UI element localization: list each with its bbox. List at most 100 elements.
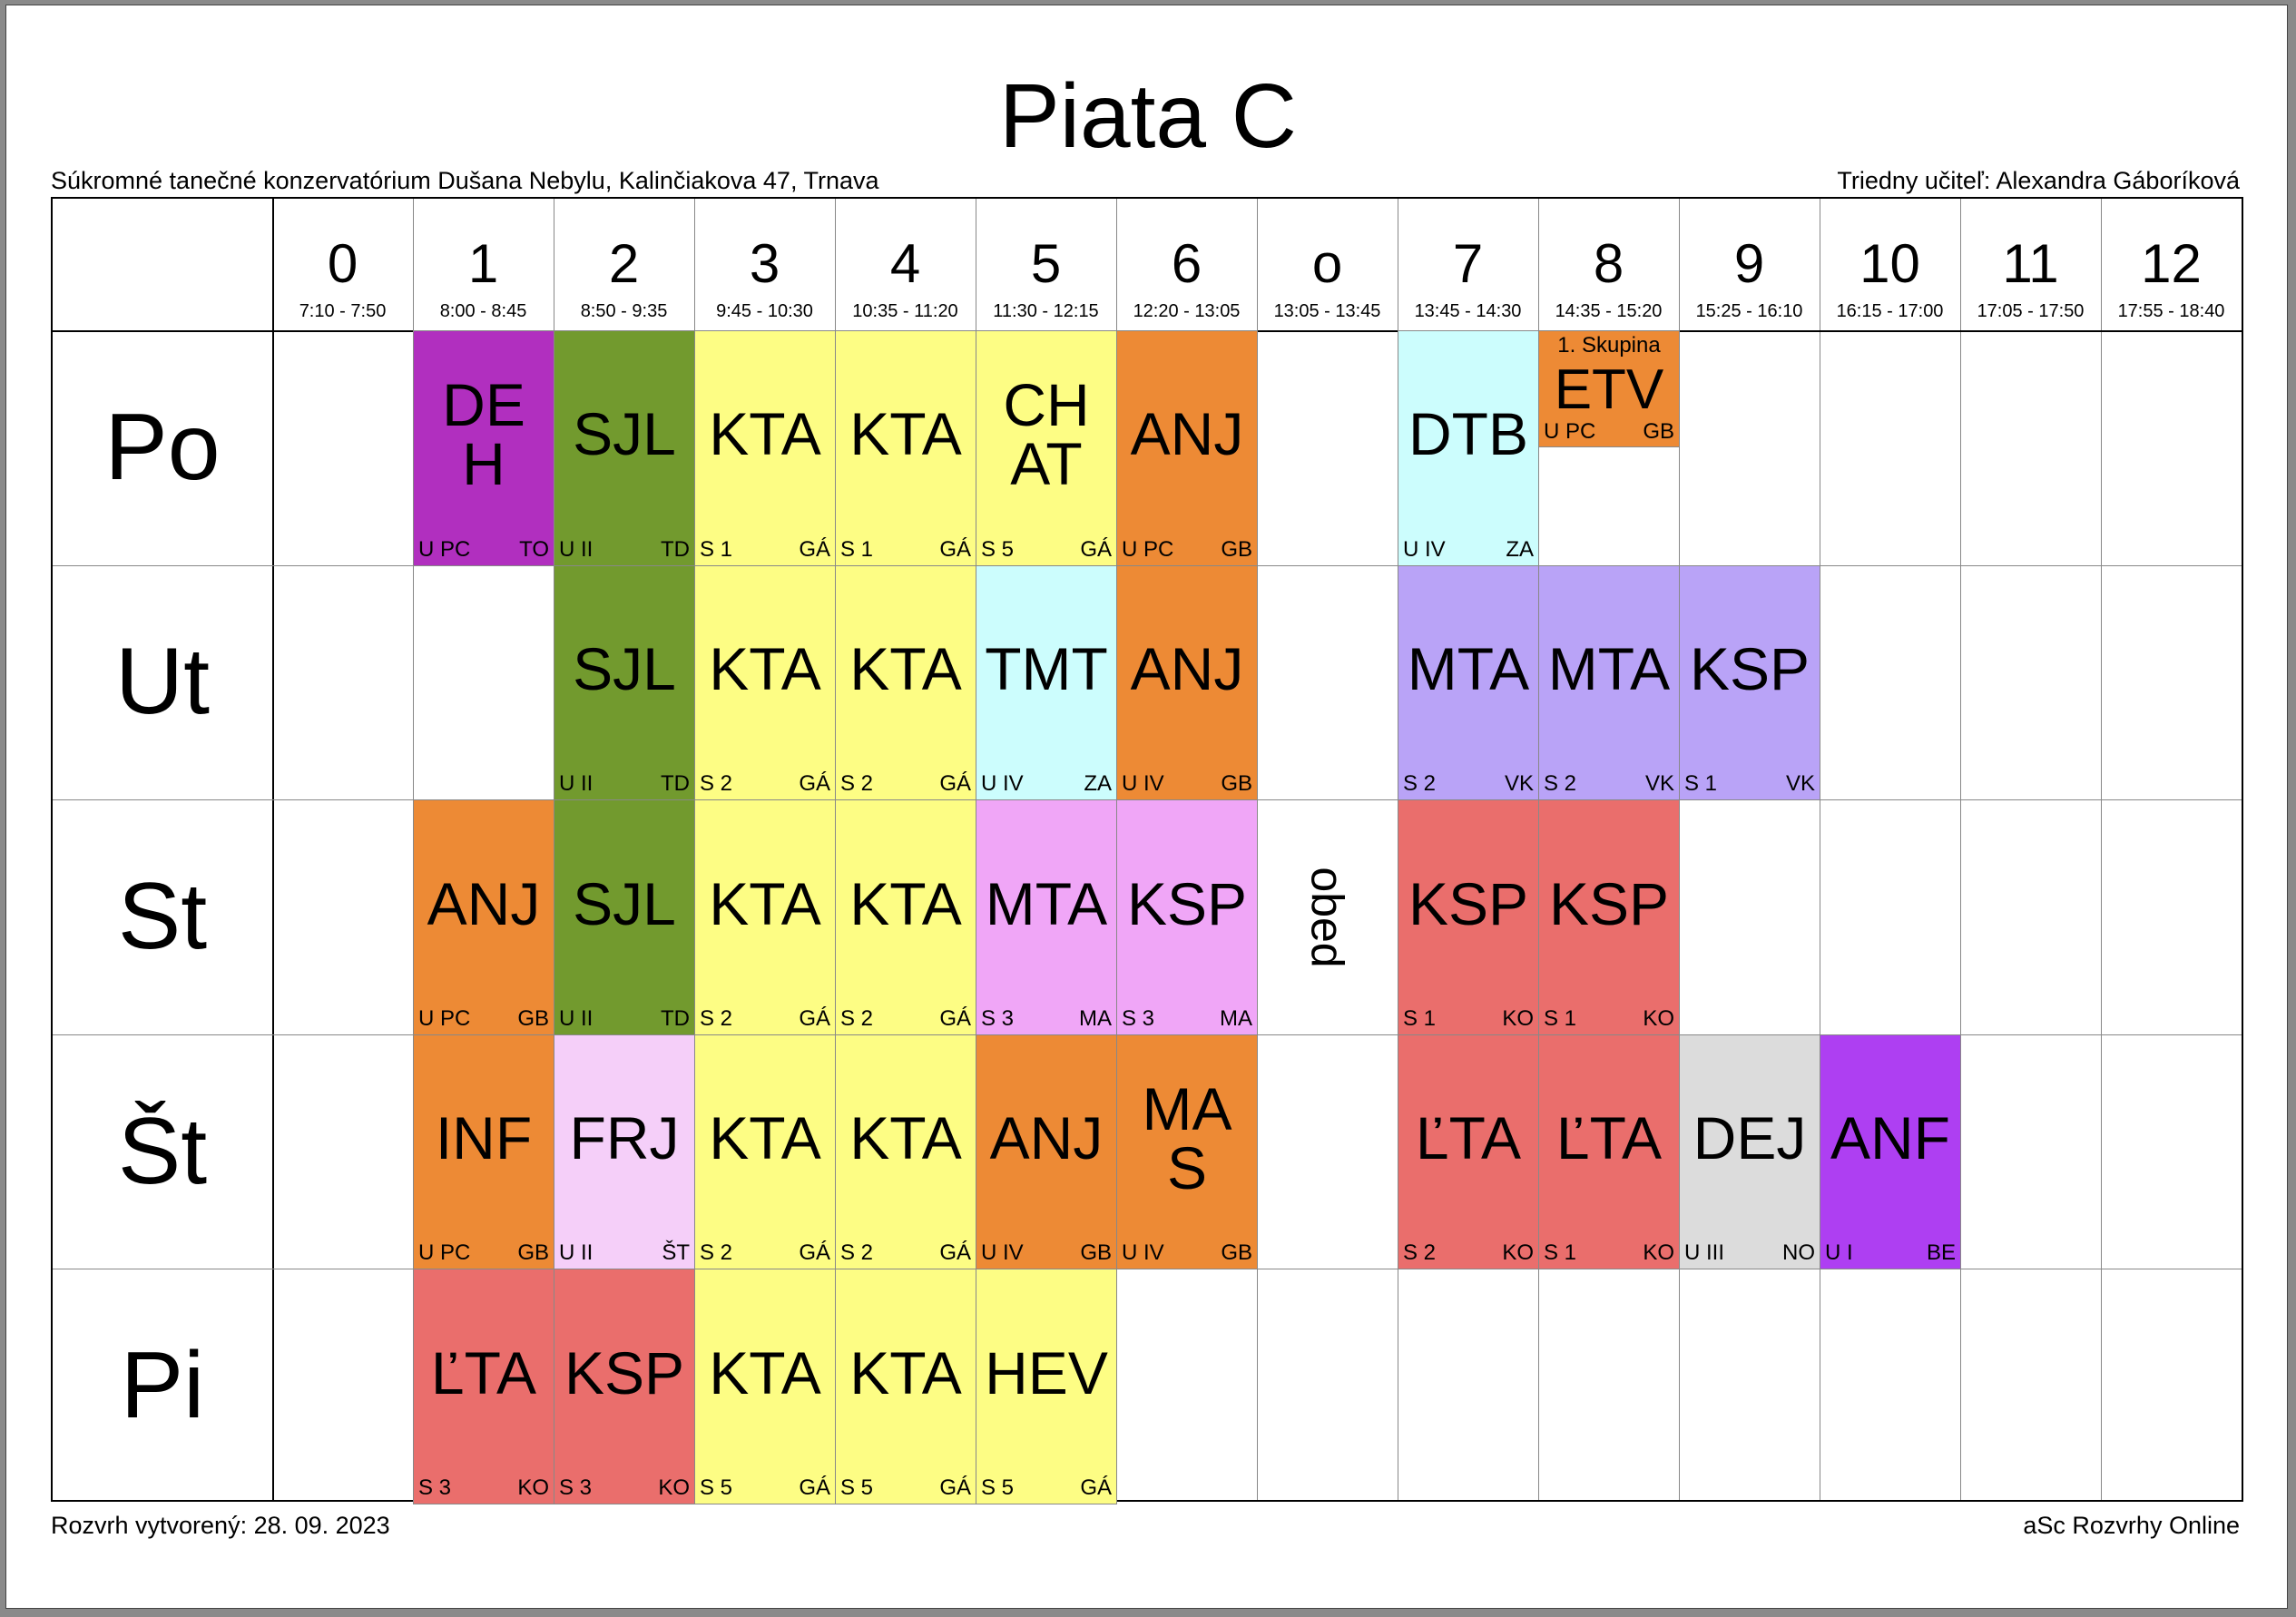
lesson-cell[interactable]: TMT U IV ZA (976, 564, 1117, 801)
lesson-cell[interactable]: SJL U II TD (554, 564, 695, 801)
lesson-cell[interactable]: ANJ U PC GB (413, 799, 554, 1035)
lesson-cell[interactable]: ANJ U IV GB (1116, 564, 1258, 801)
lesson-room: U II (559, 1240, 594, 1266)
day-header: Pi (120, 1333, 205, 1439)
lesson-room: S 1 (1403, 1005, 1437, 1031)
school-name: Súkromné tanečné konzervatórium Dušana N… (51, 167, 879, 194)
lesson-teacher: KO (1643, 1240, 1674, 1266)
day-header: Št (117, 1098, 208, 1204)
period-time: 7:10 - 7:50 (299, 301, 387, 321)
lesson-room: U PC (418, 1240, 471, 1266)
lesson-room: U PC (1122, 536, 1174, 562)
lesson-subject: KTA (849, 1338, 962, 1406)
lesson-teacher: TD (661, 771, 690, 797)
lesson-teacher: GÁ (939, 536, 971, 562)
lesson-cell[interactable]: KTA S 1 GÁ (835, 330, 976, 566)
lesson-cell[interactable]: KTA S 2 GÁ (694, 1034, 836, 1270)
period-header: 3 9:45 - 10:30 (694, 199, 835, 330)
lesson-room: S 2 (700, 1240, 733, 1266)
lesson-teacher: NO (1782, 1240, 1815, 1266)
lesson-cell[interactable]: DEJ U III NO (1679, 1034, 1820, 1270)
period-header: o 13:05 - 13:45 (1257, 199, 1398, 330)
lesson-cell[interactable]: DTB U IV ZA (1398, 330, 1539, 566)
lesson-subject: KTA (709, 1104, 821, 1172)
lesson-teacher: KO (517, 1475, 549, 1500)
lesson-room: S 5 (700, 1475, 733, 1500)
period-time: 8:50 - 9:35 (580, 301, 668, 321)
period-number: 2 (608, 233, 640, 294)
lesson-cell[interactable]: SJL U II TD (554, 799, 695, 1035)
lesson-cell[interactable]: 1. Skupina ETV U PC GB (1538, 330, 1680, 448)
lesson-room: S 2 (700, 771, 733, 797)
grid-column-line (272, 199, 274, 1500)
lunch-break-label: obed (1301, 866, 1353, 968)
lesson-cell[interactable]: ĽTA S 1 KO (1538, 1034, 1680, 1270)
lesson-cell[interactable]: ANJ U PC GB (1116, 330, 1258, 566)
lesson-teacher: GB (1221, 536, 1252, 562)
lesson-cell[interactable]: INF U PC GB (413, 1034, 554, 1270)
lesson-cell[interactable]: MTA S 2 VK (1398, 564, 1539, 801)
period-time: 15:25 - 16:10 (1695, 301, 1803, 321)
lesson-teacher: GB (1080, 1240, 1112, 1266)
lesson-cell[interactable]: KSP S 3 MA (1116, 799, 1258, 1035)
lesson-cell[interactable]: SJL U II TD (554, 330, 695, 566)
lesson-room: S 1 (1544, 1240, 1577, 1266)
lesson-cell[interactable]: FRJ U II ŠT (554, 1034, 695, 1270)
lesson-group: 1. Skupina (1557, 333, 1661, 358)
lesson-room: U IV (1403, 536, 1446, 562)
lesson-room: S 2 (1544, 771, 1577, 797)
lesson-room: U PC (418, 536, 471, 562)
lesson-cell[interactable]: MTA S 3 MA (976, 799, 1117, 1035)
lesson-cell[interactable]: MA S U IV GB (1116, 1034, 1258, 1270)
period-header: 10 16:15 - 17:00 (1820, 199, 1960, 330)
lesson-room: U IV (981, 1240, 1024, 1266)
lesson-cell[interactable]: KTA S 2 GÁ (835, 799, 976, 1035)
lesson-cell[interactable]: CH AT S 5 GÁ (976, 330, 1117, 566)
lesson-teacher: ŠT (662, 1240, 690, 1266)
lesson-room: S 3 (559, 1475, 593, 1500)
lesson-teacher: GB (1643, 419, 1674, 445)
lesson-cell[interactable]: KTA S 1 GÁ (694, 330, 836, 566)
lesson-teacher: MA (1079, 1005, 1112, 1031)
lesson-room: S 1 (1684, 771, 1718, 797)
lesson-cell[interactable]: KSP S 1 KO (1538, 799, 1680, 1035)
lesson-room: S 5 (981, 1475, 1015, 1500)
period-number: 9 (1733, 233, 1765, 294)
lesson-cell[interactable]: ĽTA S 3 KO (413, 1269, 554, 1504)
lesson-room: S 2 (1403, 1240, 1437, 1266)
lesson-cell[interactable]: KTA S 2 GÁ (694, 799, 836, 1035)
lesson-cell[interactable]: KTA S 2 GÁ (835, 564, 976, 801)
lesson-cell[interactable]: KTA S 5 GÁ (835, 1269, 976, 1504)
period-number: 1 (467, 233, 499, 294)
lesson-cell[interactable]: KSP S 1 KO (1398, 799, 1539, 1035)
lesson-cell[interactable]: DE H U PC TO (413, 330, 554, 566)
lesson-room: S 1 (1544, 1005, 1577, 1031)
lesson-subject: SJL (573, 869, 676, 937)
lesson-cell[interactable]: KSP S 1 VK (1679, 564, 1820, 801)
period-number: 0 (327, 233, 358, 294)
lesson-teacher: GÁ (799, 771, 830, 797)
period-header: 12 17:55 - 18:40 (2101, 199, 2242, 330)
lesson-cell[interactable]: HEV S 5 GÁ (976, 1269, 1117, 1504)
lesson-teacher: MA (1220, 1005, 1252, 1031)
lesson-cell[interactable]: KTA S 2 GÁ (835, 1034, 976, 1270)
lesson-cell[interactable]: KTA S 2 GÁ (694, 564, 836, 801)
lesson-subject: SJL (573, 400, 676, 468)
lesson-teacher: VK (1504, 771, 1534, 797)
lesson-cell[interactable]: MTA S 2 VK (1538, 564, 1680, 801)
lesson-subject: CH AT (1003, 371, 1090, 497)
lesson-cell[interactable]: KSP S 3 KO (554, 1269, 695, 1504)
lesson-teacher: BE (1926, 1240, 1956, 1266)
lesson-cell[interactable]: KTA S 5 GÁ (694, 1269, 836, 1504)
lesson-room: S 5 (981, 536, 1015, 562)
lesson-cell[interactable]: ANJ U IV GB (976, 1034, 1117, 1270)
period-header: 9 15:25 - 16:10 (1679, 199, 1820, 330)
lesson-cell[interactable]: ANF U I BE (1820, 1034, 1961, 1270)
lesson-teacher: TD (661, 536, 690, 562)
lesson-room: S 3 (418, 1475, 452, 1500)
lesson-teacher: ZA (1084, 771, 1112, 797)
lesson-teacher: GÁ (799, 1475, 830, 1500)
lesson-cell[interactable]: ĽTA S 2 KO (1398, 1034, 1539, 1270)
lesson-teacher: KO (1502, 1005, 1534, 1031)
period-number: 4 (889, 233, 921, 294)
